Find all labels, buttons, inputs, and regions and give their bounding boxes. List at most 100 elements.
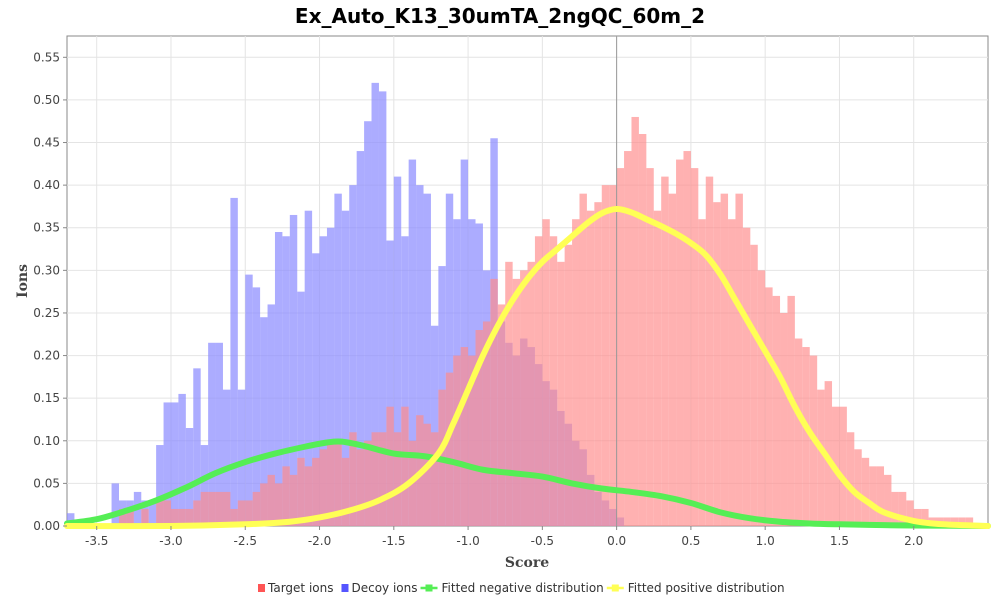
target-bar — [163, 500, 171, 526]
target-bar — [468, 355, 476, 526]
target-bar — [156, 500, 164, 526]
y-axis-label: Ions — [15, 264, 31, 298]
target-bar — [683, 151, 691, 527]
target-bar — [846, 432, 855, 526]
target-bar — [393, 432, 402, 526]
x-tick-label: -0.5 — [531, 534, 554, 548]
decoy-bar — [297, 291, 305, 526]
x-tick-label: 0.5 — [681, 534, 700, 548]
y-tick-label: 0.50 — [33, 93, 60, 107]
y-axis-ticks: 0.00 0.05 0.10 0.15 0.20 0.25 0.30 0.35 0.40 0.45… — [33, 50, 67, 533]
target-bar — [661, 176, 669, 526]
negative-distribution-line — [64, 438, 991, 529]
legend-label: Fitted positive distribution — [628, 581, 785, 595]
target-bar — [319, 449, 327, 526]
x-tick-label: 1.5 — [830, 534, 849, 548]
target-bar — [460, 347, 469, 526]
target-bar — [646, 168, 654, 526]
decoy-bar — [193, 368, 201, 526]
y-tick-label: 0.25 — [33, 306, 60, 320]
target-bar — [245, 500, 253, 526]
x-tick-label: -2.5 — [234, 534, 257, 548]
target-bar — [230, 508, 238, 526]
target-bar — [304, 466, 313, 526]
decoy-bar — [319, 236, 327, 526]
target-bar — [854, 449, 862, 526]
decoy-bar — [460, 159, 469, 526]
decoy-bar — [312, 253, 320, 526]
target-bar — [222, 491, 231, 526]
target-bar — [297, 457, 305, 526]
decoy-bar — [334, 193, 342, 527]
target-bar — [282, 466, 290, 526]
target-bar — [378, 432, 387, 526]
target-bar — [668, 193, 677, 527]
target-bar — [475, 330, 483, 526]
decoy-bar — [304, 210, 313, 526]
target-bar — [594, 202, 602, 526]
target-bar — [341, 457, 350, 526]
decoy-bar — [67, 513, 75, 526]
target-bar — [690, 168, 699, 526]
y-tick-label: 0.55 — [33, 50, 60, 64]
decoy-bar — [230, 197, 238, 527]
target-bars — [118, 116, 974, 527]
target-bar — [289, 474, 298, 526]
target-bar — [713, 202, 721, 526]
target-bar — [616, 168, 625, 526]
target-bar — [676, 159, 684, 526]
decoy-bar — [430, 325, 439, 526]
decoy-bar — [252, 287, 261, 526]
target-bar — [564, 244, 573, 527]
y-tick-label: 0.35 — [33, 221, 60, 235]
positive-distribution-line — [64, 205, 991, 530]
decoy-bar — [267, 304, 275, 526]
target-bar — [772, 295, 781, 526]
decoy-bar — [156, 445, 164, 526]
y-tick-label: 0.30 — [33, 263, 60, 277]
target-bar — [757, 270, 766, 526]
target-bar — [512, 278, 521, 526]
y-tick-label: 0.10 — [33, 434, 60, 448]
x-tick-label: -1.0 — [456, 534, 479, 548]
target-bar — [906, 500, 914, 526]
target-bar — [326, 440, 335, 526]
x-axis-ticks: -3.5 -3.0 -2.5 -2.0 -1.5 -1.0 -0.5 0.0 0.5 1.0 1.5… — [85, 526, 923, 548]
target-bar — [586, 210, 595, 526]
target-bar — [802, 347, 810, 526]
legend-swatch-marker — [425, 584, 433, 592]
y-tick-label: 0.40 — [33, 178, 60, 192]
y-tick-label: 0.05 — [33, 476, 60, 490]
x-tick-label: -3.5 — [85, 534, 108, 548]
decoy-bar — [356, 151, 365, 527]
target-bar — [386, 406, 394, 526]
decoy-bar — [445, 193, 454, 527]
target-bar — [705, 176, 714, 526]
decoy-bar — [289, 214, 298, 526]
target-bar — [817, 389, 825, 526]
target-bar — [334, 440, 342, 526]
target-bar — [624, 151, 632, 527]
target-bar — [750, 244, 758, 527]
target-bar — [891, 491, 899, 526]
target-bar — [638, 134, 647, 526]
decoy-bar — [215, 342, 223, 526]
y-tick-label: 0.20 — [33, 349, 60, 363]
decoy-bar — [393, 176, 402, 526]
decoy-bar — [408, 159, 417, 526]
decoy-bar — [326, 227, 335, 526]
decoy-bar — [222, 389, 231, 526]
x-tick-label: -2.0 — [308, 534, 331, 548]
target-bar — [274, 483, 283, 526]
decoy-bar — [386, 240, 394, 527]
target-bar — [780, 312, 788, 526]
target-bar — [126, 508, 134, 526]
target-bar — [401, 406, 409, 526]
decoy-bar — [148, 500, 157, 526]
target-bar — [794, 338, 803, 526]
target-bar — [520, 270, 528, 526]
decoy-bar — [245, 274, 253, 526]
target-bar — [371, 432, 379, 526]
legend-label: Decoy ions — [351, 581, 417, 595]
